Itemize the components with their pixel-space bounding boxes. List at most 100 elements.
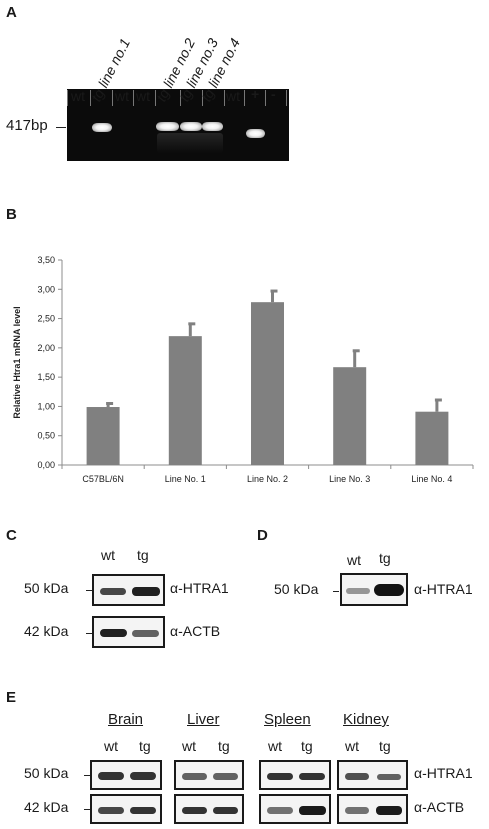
lane-separator xyxy=(244,90,245,106)
bar xyxy=(251,302,284,465)
blot-e-col-wt: wt xyxy=(345,738,359,754)
blot-c-ab-htra1: α-HTRA1 xyxy=(170,580,229,596)
band xyxy=(182,773,207,780)
y-tick-label: 0,00 xyxy=(37,460,55,470)
pcr-band-tg-line2 xyxy=(156,122,179,131)
blot-d-mw-50: 50 kDa xyxy=(274,581,319,597)
pcr-band-tg-line1 xyxy=(92,123,112,132)
bar xyxy=(333,367,367,465)
lane-separator xyxy=(155,90,156,106)
size-marker-label: 417bp xyxy=(6,117,48,134)
bar xyxy=(168,336,202,465)
lane-separator xyxy=(202,90,203,106)
y-tick-label: 1,50 xyxy=(37,372,55,382)
band xyxy=(132,587,160,596)
band xyxy=(98,772,124,780)
mw-dash xyxy=(86,590,92,591)
x-tick-label: Line No. 4 xyxy=(411,474,452,484)
lane-separator xyxy=(180,90,181,106)
lane-label-3: wt xyxy=(115,88,129,104)
blot-e-liver-actb xyxy=(174,794,244,824)
blot-e-liver-htra1 xyxy=(174,760,244,790)
blot-e-col-tg: tg xyxy=(218,738,230,754)
blot-e-col-wt: wt xyxy=(104,738,118,754)
panel-label-b: B xyxy=(6,206,17,223)
y-tick-label: 3,00 xyxy=(37,284,55,294)
band xyxy=(377,774,401,780)
band xyxy=(345,807,369,814)
band-smear xyxy=(157,133,223,153)
y-tick-label: 1,00 xyxy=(37,401,55,411)
blot-e-ab-actb: α-ACTB xyxy=(414,799,465,815)
y-tick-label: 2,50 xyxy=(37,314,55,324)
lane-separator xyxy=(67,90,68,106)
band xyxy=(345,773,369,780)
blot-e-kidney-htra1 xyxy=(337,760,408,790)
panel-label-c: C xyxy=(6,527,17,544)
band xyxy=(100,588,126,595)
tissue-label-brain: Brain xyxy=(108,711,144,728)
pcr-band-positive-control xyxy=(246,129,265,138)
band xyxy=(132,630,159,637)
lane-separator xyxy=(133,90,134,106)
blot-e-col-tg: tg xyxy=(379,738,391,754)
blot-e-brain-htra1 xyxy=(90,760,162,790)
y-tick-label: 2,00 xyxy=(37,343,55,353)
y-tick-label: 0,50 xyxy=(37,431,55,441)
tissue-label-spleen: Spleen xyxy=(264,711,311,728)
blot-e-col-wt: wt xyxy=(182,738,196,754)
band xyxy=(213,807,238,814)
band xyxy=(299,773,325,780)
band xyxy=(100,629,127,637)
x-tick-label: Line No. 3 xyxy=(329,474,370,484)
lane-label-10: - xyxy=(271,86,276,102)
bar xyxy=(415,411,449,465)
blot-d-col-tg: tg xyxy=(379,550,391,566)
blot-c-ab-actb: α-ACTB xyxy=(170,623,221,639)
blot-d-htra1 xyxy=(340,573,408,606)
band xyxy=(98,807,124,814)
x-tick-label: C57BL/6N xyxy=(82,474,124,484)
mw-dash xyxy=(333,591,339,592)
size-marker-dash xyxy=(56,127,66,128)
lane-separator xyxy=(224,90,225,106)
tissue-label-liver: Liver xyxy=(187,711,220,728)
blot-c-mw-50: 50 kDa xyxy=(24,580,69,596)
band xyxy=(376,806,402,815)
blot-d-ab-htra1: α-HTRA1 xyxy=(414,581,473,597)
y-tick-label: 3,50 xyxy=(37,255,55,265)
bar xyxy=(86,407,120,465)
blot-c-mw-42: 42 kDa xyxy=(24,623,69,639)
blot-e-col-wt: wt xyxy=(268,738,282,754)
band xyxy=(299,806,326,815)
pcr-band-tg-line4 xyxy=(202,122,223,131)
blot-d-col-wt: wt xyxy=(347,552,361,568)
bar-chart: 0,00 0,50 1,00 1,50 2,00 2,50 3,00 3,50 Relative… xyxy=(12,255,474,484)
blot-e-col-tg: tg xyxy=(301,738,313,754)
band xyxy=(130,807,156,814)
blot-e-kidney-actb xyxy=(337,794,408,824)
x-tick-label: Line No. 1 xyxy=(165,474,206,484)
band xyxy=(346,588,370,594)
lane-separator xyxy=(265,90,266,106)
blot-c-htra1 xyxy=(92,574,165,606)
blot-e-spleen-actb xyxy=(259,794,331,824)
blot-c-actb xyxy=(92,616,165,648)
band xyxy=(213,773,238,780)
y-axis-title: Relative Htra1 mRNA level xyxy=(12,306,22,418)
band xyxy=(130,772,156,780)
lane-label-1: wt xyxy=(71,88,85,104)
band xyxy=(374,584,404,596)
blot-e-ab-htra1: α-HTRA1 xyxy=(414,765,473,781)
tissue-label-kidney: Kidney xyxy=(343,711,389,728)
lane-separator xyxy=(286,90,287,106)
agarose-gel xyxy=(67,89,289,161)
blot-c-col-tg: tg xyxy=(137,547,149,563)
panel-label-d: D xyxy=(257,527,268,544)
blot-e-brain-actb xyxy=(90,794,162,824)
blot-c-col-wt: wt xyxy=(101,547,115,563)
blot-e-mw-50: 50 kDa xyxy=(24,765,69,781)
x-tick-label: Line No. 2 xyxy=(247,474,288,484)
mw-dash xyxy=(84,809,90,810)
mw-dash xyxy=(86,633,92,634)
